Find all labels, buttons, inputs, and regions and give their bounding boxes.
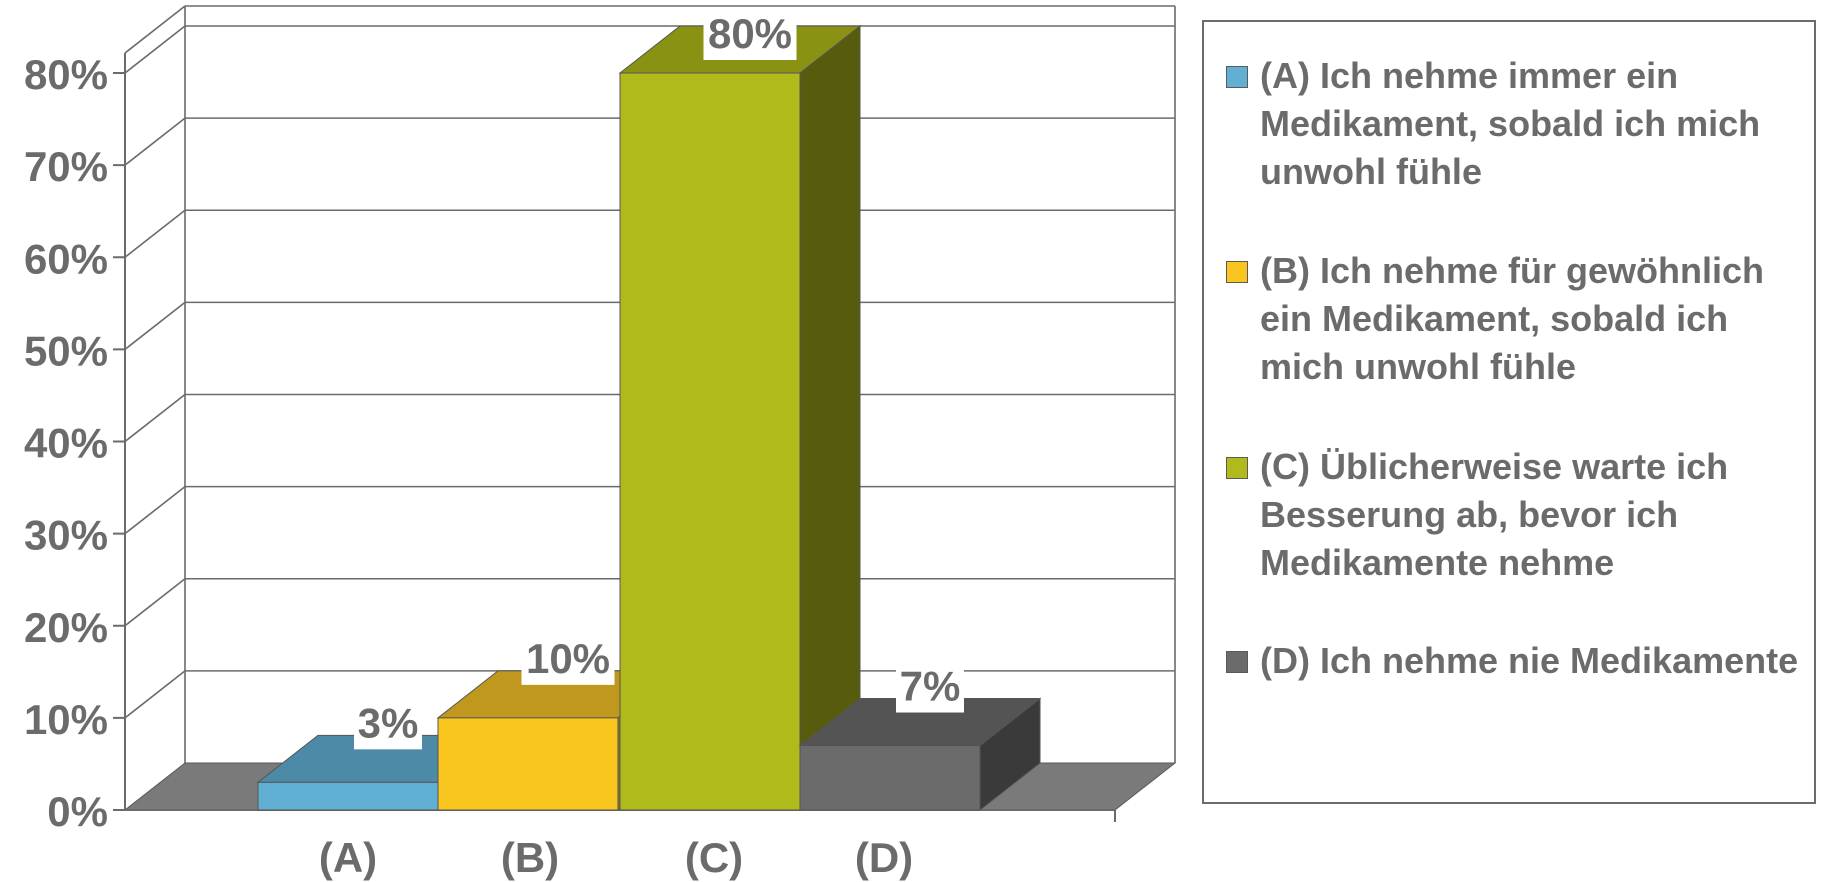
y-tick-label: 40% [24,420,108,467]
x-tick-label: (A) [319,834,377,881]
legend: (A) Ich nehme immer ein Medikament, soba… [1202,20,1816,804]
side-gridline [124,301,186,351]
bar-front [799,745,981,811]
legend-label: (A) Ich nehme immer ein Medikament, soba… [1260,55,1761,192]
bar-front [619,72,801,811]
data-label-bg [896,662,964,713]
data-label-bg [521,634,615,685]
data-label: 3% [358,699,419,746]
bar [798,697,1042,812]
bar-side [799,24,861,812]
data-label: 7% [900,663,961,710]
y-tick-label: 70% [24,143,108,190]
legend-label: (C) Üblicherweise warte ich Besserung ab… [1260,446,1729,583]
bar-front [257,781,439,811]
legend-swatch [1226,261,1248,283]
y-tick-label: 20% [24,604,108,651]
side-gridline [124,117,186,166]
y-tick-label: 30% [24,512,108,559]
data-label: 80% [708,10,792,57]
data-label-bg [703,10,797,60]
data-label: 10% [526,635,610,682]
y-tick-label: 50% [24,327,108,374]
y-tick-label: 80% [24,51,108,98]
side-gridline [124,393,186,443]
legend-swatch [1226,651,1248,673]
y-tick-label: 60% [24,235,108,282]
bar-front [437,717,619,811]
side-gridline [124,25,186,74]
side-gridline [124,485,186,535]
data-label-bg [354,699,422,750]
legend-swatch [1226,66,1248,88]
x-tick-label: (B) [501,834,559,881]
bar [618,24,862,812]
side-gridline [124,209,186,258]
y-tick-label: 0% [47,788,108,835]
legend-swatch [1226,457,1248,479]
side-wall-top [124,5,186,54]
side-gridline [124,670,186,719]
x-tick-label: (C) [685,834,743,881]
legend-label: (B) Ich nehme für gewöhnlich ein Medikam… [1260,250,1765,387]
side-gridline [124,578,186,627]
x-tick-label: (D) [855,834,913,881]
y-tick-label: 10% [24,696,108,743]
legend-label: (D) Ich nehme nie Medikamente [1260,640,1799,681]
